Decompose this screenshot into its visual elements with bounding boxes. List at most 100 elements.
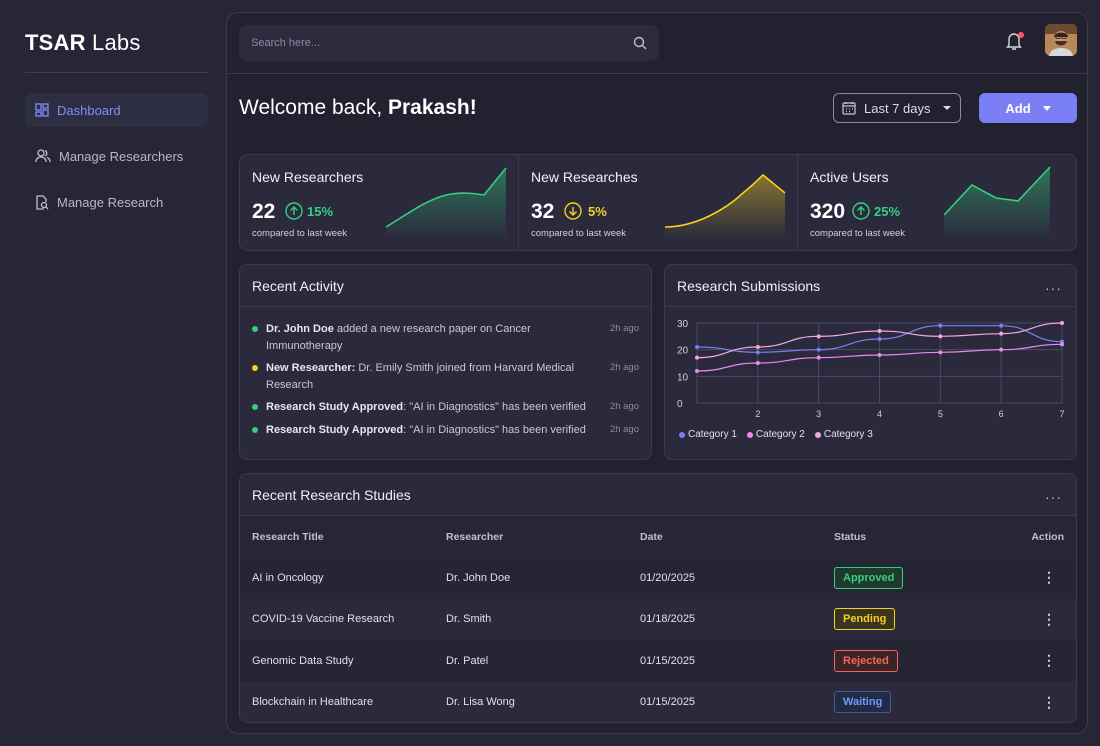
y-tick-label: 20 [677,346,689,357]
researcher-name: Dr. John Doe [434,557,628,599]
avatar[interactable] [1045,24,1077,56]
page-title: Welcome back, Prakash! [239,96,477,119]
x-tick-label: 3 [816,409,821,419]
kebab-menu-icon[interactable]: ⋮ [1042,652,1056,669]
list-item[interactable]: New Researcher: Dr. Emily Smith joined f… [252,360,639,393]
data-point [816,334,821,339]
search-input[interactable] [251,37,633,49]
notification-bell-icon[interactable] [1005,31,1025,53]
data-point [816,347,821,352]
panel-title: Recent Research Studies [252,486,411,503]
data-point [695,369,699,373]
x-tick-label: 2 [755,409,760,419]
study-title[interactable]: COVID-19 Vaccine Research [240,598,434,640]
column-header[interactable]: Date [628,516,822,557]
study-title[interactable]: Blockchain in Healthcare [240,681,434,722]
stat-title: New Researchers [252,169,364,185]
data-point [755,350,760,355]
study-date: 01/20/2025 [628,557,822,599]
panel-header: Recent Research Studies ··· [240,474,1076,516]
legend-item[interactable]: Category 1 [679,429,737,440]
calendar-icon [842,102,856,115]
stat-change: 15% [285,202,333,220]
data-point [755,361,760,365]
sidebar: TSAR Labs Dashboard Manage Researchers M… [0,0,226,746]
researcher-name: Dr. Lisa Wong [434,681,628,722]
activity-list: Dr. John Doe added a new research paper … [240,307,651,438]
kebab-menu-icon[interactable]: ⋮ [1042,693,1056,710]
study-date: 01/15/2025 [628,681,822,722]
data-point [877,353,882,357]
list-item[interactable]: Research Study Approved: "AI in Diagnost… [252,399,639,416]
column-header[interactable]: Research Title [240,516,434,557]
status-badge: Rejected [834,649,898,672]
stat-change-value: 25% [874,203,901,219]
legend-item[interactable]: Category 2 [746,429,805,440]
more-options-icon[interactable]: ··· [1045,489,1062,505]
data-point [1060,342,1064,347]
add-button[interactable]: Add [979,93,1077,123]
status-badge: Pending [834,608,896,631]
status-dot [252,404,258,410]
date-range-select[interactable]: Last 7 days [833,93,961,123]
data-point [695,355,699,360]
status-badge: Waiting [834,691,892,714]
sidebar-item-manage-research[interactable]: Manage Research [25,185,208,219]
y-tick-label: 10 [677,372,689,383]
sidebar-item-manage-researchers[interactable]: Manage Researchers [25,139,208,173]
data-point [999,347,1004,352]
arrow-down-circle-icon [564,202,582,220]
table-row[interactable]: Blockchain in Healthcare Dr. Lisa Wong 0… [240,681,1076,722]
data-point [816,355,821,360]
data-point [877,337,882,341]
chevron-down-icon [943,106,951,110]
table-row[interactable]: AI in Oncology Dr. John Doe 01/20/2025 A… [240,557,1076,599]
search-bar[interactable] [239,25,659,61]
y-tick-label: 0 [677,399,683,410]
stat-change-value: 5% [588,203,607,219]
stat-value: 22 [252,200,276,223]
stat-subtitle: compared to last week [252,228,348,239]
brand-logo[interactable]: TSAR Labs [25,30,141,55]
recent-activity-panel: Recent Activity Dr. John Doe added a new… [239,264,652,460]
study-date: 01/15/2025 [628,640,822,682]
researcher-name: Dr. Patel [434,640,628,682]
data-point [695,345,699,349]
search-icon[interactable] [633,36,647,50]
table-row[interactable]: COVID-19 Vaccine Research Dr. Smith 01/1… [240,598,1076,640]
list-item[interactable]: Research Study Approved: "AI in Diagnost… [252,422,639,439]
status-dot [252,365,258,371]
sidebar-item-dashboard[interactable]: Dashboard [25,93,208,127]
line-chart: 0 10 20 30 2 3 4 5 6 7 [677,319,1065,419]
more-options-icon[interactable]: ··· [1045,280,1062,296]
kebab-menu-icon[interactable]: ⋮ [1042,610,1056,627]
timestamp: 2h ago [609,362,639,373]
kebab-menu-icon[interactable]: ⋮ [1042,569,1056,586]
sidebar-divider [25,72,208,73]
sparkline-chart [386,167,507,240]
sidebar-item-label: Manage Researchers [59,148,184,164]
data-point [755,345,760,349]
stat-value: 320 [810,200,846,223]
status-dot [252,326,258,332]
stat-change-value: 15% [307,203,334,219]
panel-title: Research Submissions [677,277,821,294]
chevron-down-icon [1042,105,1051,111]
panel-title: Recent Activity [240,265,651,307]
study-title[interactable]: AI in Oncology [240,557,434,599]
status-dot [252,426,258,433]
arrow-up-circle-icon [852,202,870,220]
study-title[interactable]: Genomic Data Study [240,640,434,682]
stat-card-active-users: Active Users 320 25% compared to last we… [798,155,1076,250]
legend-item[interactable]: Category 3 [814,429,873,440]
y-tick-label: 30 [677,319,689,330]
column-header[interactable]: Status [822,516,982,557]
timestamp: 2h ago [609,323,639,334]
list-item[interactable]: Dr. John Doe added a new research paper … [252,321,639,354]
users-icon [35,149,51,163]
x-tick-label: 6 [999,409,1004,419]
table-row[interactable]: Genomic Data Study Dr. Patel 01/15/2025 … [240,640,1076,682]
column-header[interactable]: Researcher [434,516,628,557]
data-point [938,350,943,355]
stat-title: New Researches [531,169,638,185]
